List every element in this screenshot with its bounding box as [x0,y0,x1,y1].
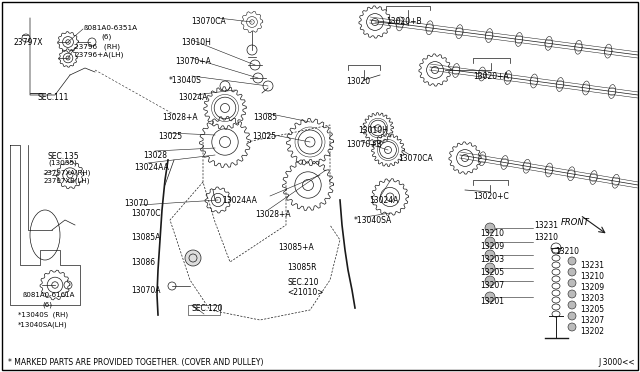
Bar [188,305,220,315]
Text: 13210: 13210 [555,247,579,256]
Circle shape [568,268,576,276]
Circle shape [485,237,495,247]
Text: 13020+C: 13020+C [473,192,509,201]
Text: 23796   (RH): 23796 (RH) [74,44,120,51]
Text: 13205: 13205 [480,268,504,277]
Text: *13040S: *13040S [169,76,202,85]
Text: 13070CA: 13070CA [398,154,433,163]
Text: 13010H: 13010H [358,126,388,135]
Circle shape [485,292,495,302]
Text: 13210: 13210 [534,233,558,242]
Text: <21010>: <21010> [287,288,323,297]
Text: 13070+B: 13070+B [346,140,381,149]
Text: 23796+A(LH): 23796+A(LH) [74,52,124,58]
Text: 13085A: 13085A [131,233,161,242]
Circle shape [568,290,576,298]
Text: 13070CA: 13070CA [191,17,226,26]
Text: 13024A: 13024A [178,93,207,102]
Text: (6): (6) [101,34,111,41]
Text: 13210: 13210 [580,272,604,281]
Text: 13085: 13085 [253,113,277,122]
Text: 13207: 13207 [480,281,504,290]
Circle shape [485,223,495,233]
Text: 13209: 13209 [580,283,604,292]
Text: ß081A0-6161A: ß081A0-6161A [22,292,74,298]
Text: SEC.120: SEC.120 [192,304,223,313]
Text: * MARKED PARTS ARE PROVIDED TOGETHER. (COVER AND PULLEY): * MARKED PARTS ARE PROVIDED TOGETHER. (C… [8,358,264,367]
Text: 13210: 13210 [480,229,504,238]
Circle shape [568,312,576,320]
Text: 13086: 13086 [131,258,155,267]
Text: 13085R: 13085R [287,263,317,272]
Text: 23797X: 23797X [14,38,44,47]
Text: 13201: 13201 [480,297,504,306]
Circle shape [568,257,576,265]
Text: 13070: 13070 [124,199,148,208]
Text: 23797XB(LH): 23797XB(LH) [44,178,90,185]
Text: ß081A0-6351A: ß081A0-6351A [83,25,137,31]
Text: 13205: 13205 [580,305,604,314]
Text: *13040SA(LH): *13040SA(LH) [18,322,68,328]
Circle shape [568,323,576,331]
Circle shape [485,263,495,273]
Text: SEC.111: SEC.111 [37,93,68,102]
Text: 13202: 13202 [580,327,604,336]
Circle shape [568,301,576,309]
Text: 13024AA: 13024AA [222,196,257,205]
Text: J 3000<<: J 3000<< [598,358,635,367]
Text: 13070A: 13070A [131,286,161,295]
Text: 13025: 13025 [158,132,182,141]
Text: 13020+A: 13020+A [473,72,509,81]
Text: 13028+A: 13028+A [255,210,291,219]
Text: (6): (6) [42,302,52,308]
Text: FRONT: FRONT [561,218,589,227]
Text: 13070C: 13070C [131,209,161,218]
Circle shape [485,276,495,286]
Text: 13010H: 13010H [181,38,211,47]
Text: *13040S  (RH): *13040S (RH) [18,312,68,318]
Text: 13207: 13207 [580,316,604,325]
Text: SEC.210: SEC.210 [287,278,319,287]
Text: 13203: 13203 [580,294,604,303]
Text: 13085+A: 13085+A [278,243,314,252]
Text: 13020+B: 13020+B [386,17,422,26]
Text: (13035): (13035) [48,160,77,167]
Text: 13028: 13028 [143,151,167,160]
Text: 13028+A: 13028+A [162,113,198,122]
Text: SEC.135: SEC.135 [48,152,79,161]
Text: 13231: 13231 [534,221,558,230]
Text: 13070+A: 13070+A [175,57,211,66]
Circle shape [485,250,495,260]
Text: 13231: 13231 [580,261,604,270]
Circle shape [185,250,201,266]
Text: 13203: 13203 [480,255,504,264]
Text: 13024AA: 13024AA [134,163,169,172]
Text: 13020: 13020 [346,77,370,86]
Text: 13025: 13025 [252,132,276,141]
Text: 23797XA(RH): 23797XA(RH) [44,170,92,176]
Circle shape [568,279,576,287]
Text: *13040SA: *13040SA [354,216,392,225]
Text: 13024A: 13024A [369,196,398,205]
Text: 13209: 13209 [480,242,504,251]
